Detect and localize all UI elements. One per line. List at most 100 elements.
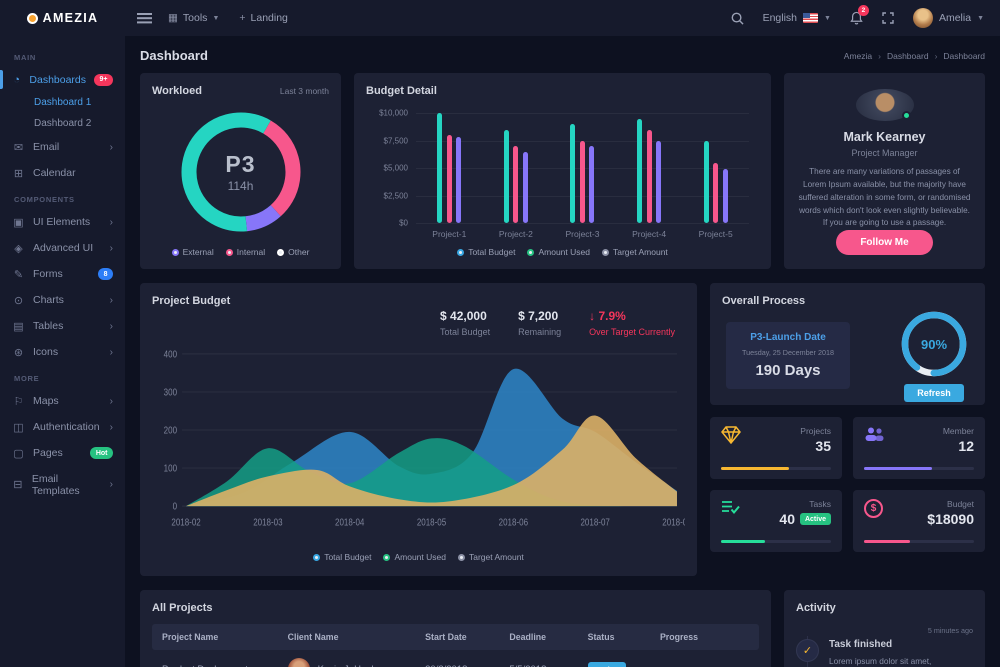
sidebar-item-calendar[interactable]: ⊞ Calendar: [0, 160, 125, 186]
legend-item-other[interactable]: Other: [277, 247, 309, 257]
calendar-icon: ⊞: [13, 167, 24, 180]
refresh-button[interactable]: Refresh: [904, 384, 964, 402]
sidebar-item-advanced-ui[interactable]: ◈ Advanced UI ›: [0, 235, 125, 261]
legend-label: Total Budget: [324, 552, 372, 562]
stat-card-projects: Projects 35: [710, 417, 842, 479]
legend-item-total-budget[interactable]: Total Budget: [457, 247, 515, 257]
authentication-icon: ◫: [13, 421, 24, 434]
remaining-stat: $ 7,200 Remaining: [518, 309, 562, 337]
launch-date-panel: P3-Launch Date Tuesday, 25 December 2018…: [726, 322, 850, 389]
sidebar-section-title-more: MORE: [14, 374, 40, 383]
sidebar-subitem-dashboard-2[interactable]: Dashboard 2: [34, 118, 92, 129]
bar-target-amount: [722, 169, 728, 223]
legend-marker: [277, 248, 285, 256]
workload-card: Workloed Last 3 month P3 114h External In…: [140, 73, 341, 269]
brand-icon: [26, 12, 38, 24]
tables-icon: ▤: [13, 320, 24, 333]
sidebar-item-ui-elements[interactable]: ▣ UI Elements ›: [0, 209, 125, 235]
legend-label: Total Budget: [468, 247, 516, 257]
sidebar-item-email[interactable]: ✉ Email ›: [0, 134, 125, 160]
gem-icon: [721, 426, 741, 447]
stat-value: 40 Active: [779, 511, 831, 527]
fullscreen-button[interactable]: [882, 12, 894, 24]
legend-item-target-amount[interactable]: Target Amount: [457, 552, 524, 562]
landing-label: Landing: [250, 12, 288, 24]
user-avatar: [912, 8, 933, 28]
stat-progress-fill: [721, 540, 765, 543]
status-cell: Active: [577, 650, 650, 667]
dashboard-icon: ◔: [13, 73, 21, 86]
legend-item-total-budget[interactable]: Total Budget: [313, 552, 371, 562]
profile-card: Mark Kearney Project Manager There are m…: [784, 73, 985, 269]
progress-label: 92%: [734, 665, 749, 667]
legend-item-internal[interactable]: Internal: [225, 247, 266, 257]
bar-group-project-5: [703, 113, 728, 223]
sidebar-item-authentication[interactable]: ◫ Authentication ›: [0, 414, 125, 440]
svg-text:2018-03: 2018-03: [253, 517, 282, 528]
menu-toggle-icon[interactable]: [137, 9, 152, 27]
breadcrumb-home[interactable]: Amezia: [843, 50, 873, 61]
x-axis-label: Project-2: [498, 229, 533, 239]
x-axis-label: Project-1: [432, 229, 467, 239]
sidebar-item-forms[interactable]: ✎ Forms 8: [0, 261, 125, 287]
y-axis-label: $2,500: [383, 191, 408, 200]
sidebar-item-icons[interactable]: ⊛ Icons ›: [0, 339, 125, 365]
language-selector[interactable]: English ▼: [763, 12, 831, 24]
sidebar-item-dashboards[interactable]: ◔ Dashboards 9+: [0, 67, 125, 92]
sidebar-section-title-main: MAIN: [14, 53, 36, 62]
chevron-right-icon: ›: [109, 479, 113, 490]
legend-item-target-amount[interactable]: Target Amount: [601, 247, 668, 257]
stat-label: Budget: [947, 499, 974, 509]
landing-link[interactable]: + Landing: [239, 12, 288, 24]
user-menu[interactable]: Amelia ▼: [912, 8, 984, 28]
breadcrumb-section[interactable]: Dashboard: [886, 50, 929, 61]
legend-label: Amount Used: [538, 247, 590, 257]
notifications-button[interactable]: 2: [850, 5, 869, 25]
legend-label: External: [182, 247, 214, 257]
bar-group-project-4: [637, 113, 662, 223]
ui-elements-icon: ▣: [13, 216, 24, 229]
workload-donut-chart: [181, 112, 300, 232]
legend-item-amount-used[interactable]: Amount Used: [383, 552, 446, 562]
sidebar-item-email-templates[interactable]: ⊟ Email Templates ›: [0, 466, 125, 503]
start-date-cell: 20/3/2018: [415, 650, 500, 667]
legend-item-external[interactable]: External: [171, 247, 214, 257]
email-templates-icon: ⊟: [13, 479, 23, 491]
tools-menu[interactable]: ▦ Tools ▼: [168, 12, 219, 24]
status-badge: Active: [799, 513, 831, 525]
sidebar-badge: Hot: [90, 447, 113, 459]
activity-timeline: 5 minutes ago ✓ Task finished Lorem ipsum d…: [796, 626, 973, 667]
legend-marker: [527, 248, 535, 256]
stat-progress-track: [864, 467, 974, 470]
brand-logo[interactable]: AMEZIA: [0, 11, 125, 25]
column-header-status: Status: [577, 624, 650, 650]
svg-text:2018-07: 2018-07: [580, 517, 609, 528]
donut-center-sub: 114h: [227, 179, 254, 193]
legend-marker: [383, 553, 391, 561]
forms-icon: ✎: [13, 268, 24, 281]
sidebar-badge: 8: [98, 268, 113, 280]
stat-card-budget: $ Budget $18090: [853, 490, 985, 552]
client-cell: Kevin J. Heal: [277, 650, 416, 667]
stat-value: 35: [815, 438, 831, 454]
grid-icon: ▦: [168, 12, 178, 24]
bar-group-project-1: [437, 113, 462, 223]
stat-label: Projects: [800, 426, 831, 436]
sidebar-item-maps[interactable]: ⚐ Maps ›: [0, 388, 125, 414]
workload-period: Last 3 month: [279, 86, 329, 96]
legend-item-amount-used[interactable]: Amount Used: [527, 247, 590, 257]
sidebar-item-charts[interactable]: ⊙ Charts ›: [0, 287, 125, 313]
table-row[interactable]: Product Devlopment Kevin J. Heal 20/3/2018…: [152, 650, 759, 667]
search-icon[interactable]: [731, 12, 744, 25]
advanced-ui-icon: ◈: [14, 242, 23, 255]
follow-me-button[interactable]: Follow Me: [836, 230, 933, 255]
sidebar-subitem-dashboard-1[interactable]: Dashboard 1: [34, 97, 92, 108]
activity-title: Activity: [796, 602, 836, 614]
legend-label: Internal: [236, 247, 266, 257]
stat-progress-track: [721, 540, 831, 543]
launch-label: P3-Launch Date: [750, 332, 826, 343]
sidebar-item-pages[interactable]: ▢ Pages Hot: [0, 440, 125, 466]
donut-center-label: P3: [225, 151, 256, 177]
chevron-right-icon: ›: [109, 216, 113, 228]
sidebar-item-tables[interactable]: ▤ Tables ›: [0, 313, 125, 339]
